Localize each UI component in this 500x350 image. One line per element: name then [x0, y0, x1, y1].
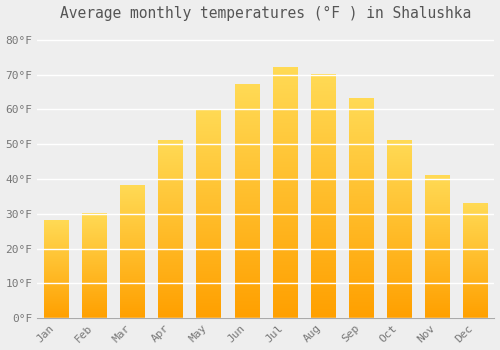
Title: Average monthly temperatures (°F ) in Shalushka: Average monthly temperatures (°F ) in Sh… — [60, 6, 472, 21]
